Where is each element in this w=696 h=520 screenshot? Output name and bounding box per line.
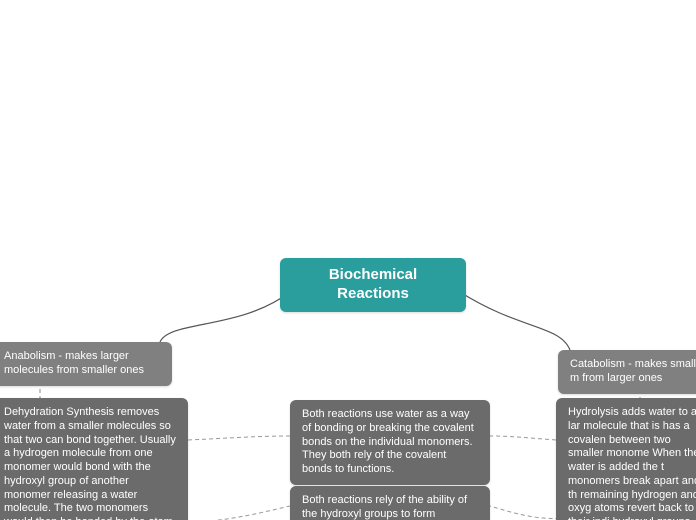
edge-root-catabolism xyxy=(460,292,570,350)
node-both-water[interactable]: Both reactions use water as a way of bon… xyxy=(290,400,490,485)
edge-hydrolysis-both_water xyxy=(490,436,556,440)
edge-root-anabolism xyxy=(160,292,290,342)
node-dehydration[interactable]: Dehydration Synthesis removes water from… xyxy=(0,398,188,520)
root-node[interactable]: Biochemical Reactions xyxy=(280,258,466,312)
edge-dehydration-both_water xyxy=(188,436,290,440)
node-hydrolysis[interactable]: Hydrolysis adds water to a lar molecule … xyxy=(556,398,696,520)
node-catabolism[interactable]: Catabolism - makes smaller m from larger… xyxy=(558,350,696,394)
node-anabolism[interactable]: Anabolism - makes larger molecules from … xyxy=(0,342,172,386)
node-both-hydroxyl[interactable]: Both reactions rely of the ability of th… xyxy=(290,486,490,520)
